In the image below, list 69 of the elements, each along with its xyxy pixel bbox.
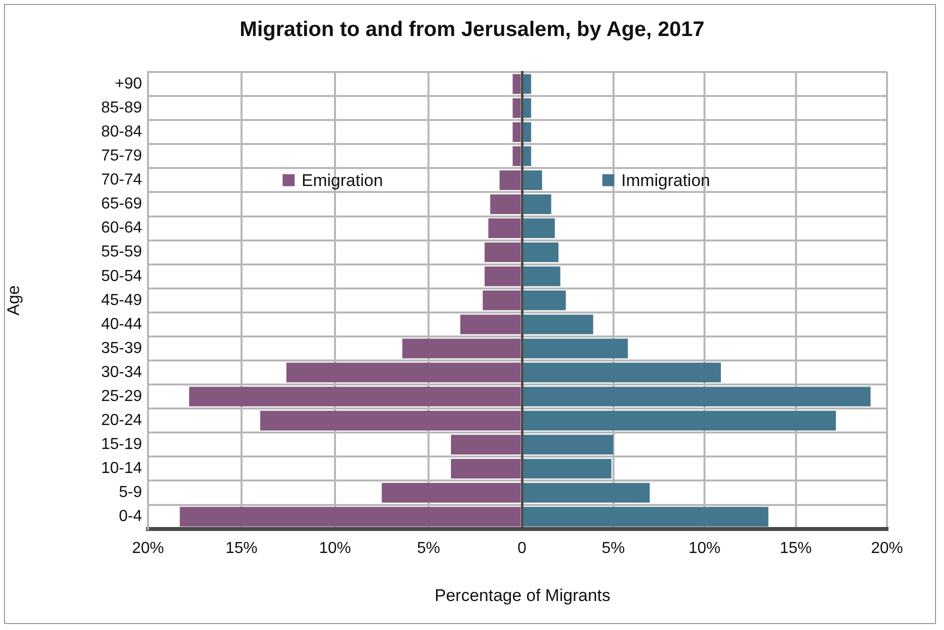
y-tick-label: 85-89 (101, 99, 142, 116)
bar (523, 146, 532, 166)
y-tick-label: 40-44 (101, 316, 142, 333)
bar (450, 458, 521, 479)
x-tick-label: 10% (318, 540, 352, 557)
x-axis-title: Percentage of Migrants (434, 586, 612, 606)
bar (523, 290, 566, 310)
bar (512, 74, 521, 94)
bar (523, 266, 560, 286)
y-tick-label: 80-84 (101, 124, 142, 141)
bar (523, 170, 542, 190)
bar (402, 338, 521, 358)
y-tick-label: 15-19 (101, 436, 142, 454)
bar (523, 218, 555, 238)
chart-title: Migration to and from Jerusalem, by Age, 2017 (238, 18, 706, 42)
bar (523, 242, 558, 262)
y-tick-label: 70-74 (101, 172, 142, 189)
bar (260, 410, 521, 430)
bar (450, 434, 521, 455)
bar (482, 290, 521, 310)
bar (500, 170, 521, 190)
bar (523, 122, 532, 142)
bar (523, 338, 628, 358)
y-axis-title: Age (4, 285, 23, 316)
bar (523, 74, 532, 94)
x-tick-label: 15% (225, 540, 258, 557)
y-tick-label: 0-4 (118, 508, 142, 526)
y-tick-label: 50-54 (101, 268, 142, 285)
x-tick-label: 0 (518, 540, 527, 557)
y-tick-label: 5-9 (118, 484, 142, 502)
legend-label: Emigration (302, 170, 383, 190)
x-tick-label: 5% (416, 540, 440, 557)
bar (523, 386, 871, 406)
bar (484, 242, 521, 262)
y-tick-label: 75-79 (101, 148, 142, 165)
bar (523, 362, 721, 382)
legend-label: Immigration (621, 170, 710, 190)
bar (512, 98, 521, 118)
y-tick-label: 10-14 (101, 460, 142, 478)
bar (523, 98, 532, 118)
y-tick-label: 35-39 (101, 340, 142, 357)
y-tick-label: 25-29 (101, 388, 142, 405)
y-tick-label: +90 (114, 75, 142, 92)
bar (523, 314, 594, 334)
bar (484, 266, 521, 286)
y-tick-label: 60-64 (101, 220, 142, 237)
bar (488, 218, 521, 238)
x-tick-label: 10% (688, 540, 721, 557)
bar (382, 482, 521, 503)
x-tick-label: 20% (132, 540, 164, 557)
y-tick-label: 20-24 (101, 412, 142, 430)
bar (523, 194, 552, 214)
y-tick-label: 55-59 (101, 244, 142, 261)
bar (512, 146, 521, 166)
y-tick-label: 65-69 (101, 196, 142, 213)
bar (523, 434, 614, 455)
x-tick-label: 5% (602, 540, 625, 557)
bar (460, 314, 521, 334)
bar (523, 410, 836, 430)
bar (523, 458, 612, 479)
bar (512, 122, 521, 142)
bar (490, 194, 521, 214)
y-tick-label: 45-49 (101, 292, 142, 309)
x-tick-label: 15% (780, 540, 812, 557)
bar (523, 482, 650, 503)
bar (286, 362, 521, 382)
bar (189, 386, 521, 406)
y-tick-label: 30-34 (101, 364, 142, 381)
x-tick-label: 20% (870, 540, 904, 557)
